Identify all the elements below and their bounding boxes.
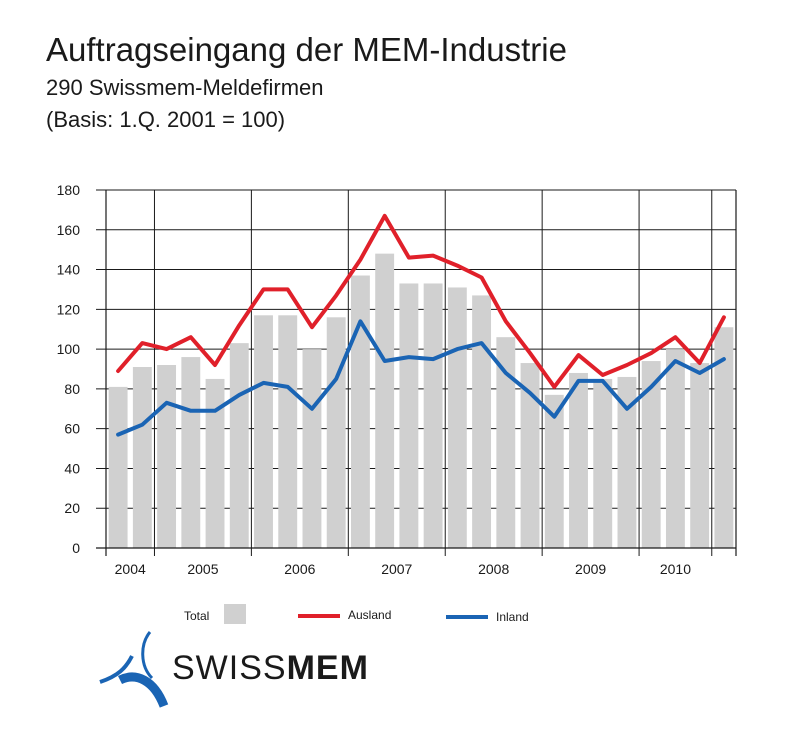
bar — [157, 365, 177, 548]
bar — [302, 349, 322, 548]
x-tick-label: 2007 — [381, 561, 412, 577]
y-tick-label: 60 — [64, 421, 80, 437]
chart-basis: (Basis: 1.Q. 2001 = 100) — [46, 107, 286, 132]
y-tick-labels: 0 20 40 60 80 100 120 140 160 180 — [57, 182, 81, 556]
bar — [375, 253, 395, 548]
legend-swatch-inland — [446, 615, 488, 619]
bar — [326, 317, 346, 548]
logo-text-light: SWISS — [172, 649, 287, 687]
legend-label-inland: Inland — [496, 610, 529, 624]
legend-swatch-ausland — [298, 614, 340, 618]
bar — [278, 315, 298, 548]
x-tick-label: 2009 — [575, 561, 606, 577]
bar — [472, 295, 492, 548]
x-tick-labels: 2004 2005 2006 2007 2008 2009 2010 — [115, 561, 692, 577]
x-tick-label: 2004 — [115, 561, 146, 577]
y-tick-label: 100 — [57, 341, 81, 357]
bar — [617, 376, 637, 548]
y-tick-label: 140 — [57, 262, 81, 278]
bar — [229, 343, 249, 548]
bar — [399, 283, 419, 548]
logo-text-bold: MEM — [286, 649, 369, 687]
y-tick-label: 180 — [57, 182, 81, 198]
bar — [254, 315, 273, 548]
series-line-inland — [116, 319, 726, 437]
bar — [205, 378, 225, 548]
series-line-ausland — [116, 213, 726, 389]
bar — [544, 394, 564, 548]
chart-bars — [108, 253, 734, 548]
y-tick-label: 120 — [57, 301, 81, 317]
logo-wordmark: SWISSMEM — [172, 648, 369, 688]
legend-swatch-total — [224, 604, 246, 624]
bar — [665, 349, 685, 548]
bar — [520, 363, 540, 548]
y-tick-label: 40 — [64, 460, 80, 476]
swissmem-logo-icon — [99, 631, 169, 708]
bar — [593, 378, 613, 548]
y-tick-label: 0 — [72, 540, 80, 556]
bar — [447, 287, 467, 548]
bar — [641, 361, 661, 548]
y-tick-label: 80 — [64, 381, 80, 397]
bar — [132, 367, 152, 548]
bar — [714, 327, 734, 548]
bar — [690, 363, 710, 548]
bar — [181, 357, 201, 548]
legend-label-ausland: Ausland — [348, 608, 392, 622]
bar — [569, 372, 588, 548]
chart-axes — [96, 190, 737, 556]
bar — [496, 337, 516, 548]
legend-label-total: Total — [184, 609, 210, 623]
bar — [350, 275, 370, 548]
x-tick-label: 2006 — [284, 561, 315, 577]
y-tick-label: 160 — [57, 222, 81, 238]
bar — [423, 283, 443, 548]
bar — [108, 386, 128, 548]
x-tick-label: 2008 — [478, 561, 509, 577]
chart-lines — [116, 213, 726, 437]
chart-title: Auftragseingang der MEM-Industrie — [46, 31, 567, 68]
chart-subtitle: 290 Swissmem-Meldefirmen — [46, 75, 324, 100]
x-tick-label: 2005 — [187, 561, 218, 577]
x-tick-label: 2010 — [660, 561, 691, 577]
y-tick-label: 20 — [64, 500, 80, 516]
